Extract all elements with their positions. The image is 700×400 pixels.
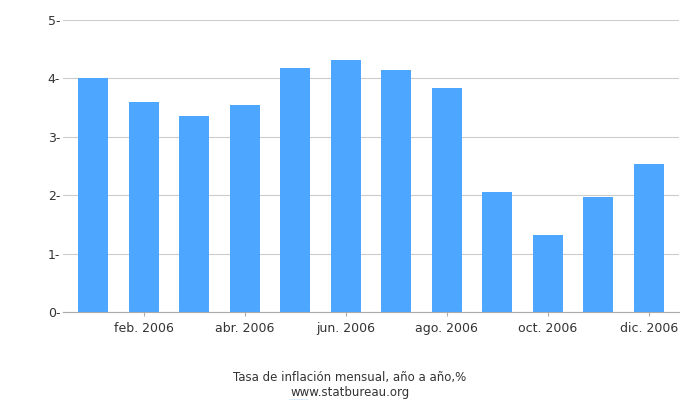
Bar bbox=[533, 236, 563, 312]
Bar bbox=[179, 116, 209, 312]
Bar bbox=[381, 70, 412, 312]
Bar bbox=[634, 164, 664, 312]
Bar bbox=[583, 197, 613, 312]
Bar bbox=[482, 192, 512, 312]
Text: Tasa de inflación mensual, año a año,%: Tasa de inflación mensual, año a año,% bbox=[233, 372, 467, 384]
Bar bbox=[78, 78, 108, 312]
Bar bbox=[280, 68, 310, 312]
Bar bbox=[330, 60, 361, 312]
Text: www.statbureau.org: www.statbureau.org bbox=[290, 386, 410, 399]
Bar bbox=[432, 88, 462, 312]
Bar bbox=[230, 105, 260, 312]
Bar bbox=[129, 102, 159, 312]
